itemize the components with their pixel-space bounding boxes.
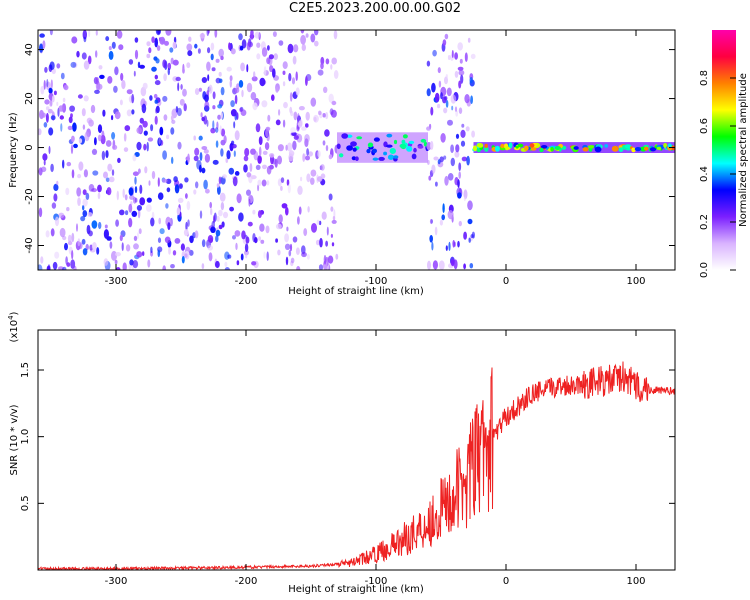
heatmap-ytick-label: 20 [24,92,35,105]
heatmap-ytick-label: 0 [24,144,35,150]
snr-xtick-label: -100 [365,576,388,587]
heatmap-xlabel: Height of straight line (km) [288,286,424,297]
heatmap-region-4 [472,142,675,153]
snr-frame [37,329,676,571]
heatmap-xtick-label: -200 [235,276,258,287]
snr-xtick-label: 0 [503,576,509,587]
snr-axes: -300 -200 -100 0 100 0.5 1.0 1.5 [20,330,675,587]
colorbar-tick-label: 0.4 [699,166,710,182]
heatmap-marks [38,30,675,270]
figure-title: C2E5.2023.200.00.00.G02 [288,1,462,16]
snr-xtick-label: -300 [105,576,128,587]
heatmap-ytick-label: 40 [24,43,35,56]
snr-xlabel: Height of straight line (km) [288,584,424,595]
snr-xtick-label: -200 [235,576,258,587]
heatmap-region-3 [426,33,476,270]
heatmap-ytick-label: -40 [24,237,35,253]
heatmap-region-0 [38,30,248,270]
heatmap-xtick-label: -100 [365,276,388,287]
colorbar-tick-label: 0.0 [699,262,710,278]
colorbar-label: Normalized spectral amplitude [738,73,749,227]
colorbar [712,30,736,270]
snr-series-line [38,361,675,570]
colorbar-tick-label: 0.6 [699,118,710,134]
heatmap-region-2 [336,132,429,163]
heatmap-xtick-label: 0 [503,276,509,287]
heatmap-xtick-label: 100 [626,276,645,287]
heatmap-region-1 [243,30,339,270]
heatmap-ylabel: Frequency (Hz) [8,112,19,188]
heatmap-xtick-label: -300 [105,276,128,287]
colorbar-axes: 0.0 0.2 0.4 0.6 0.8 [699,70,736,278]
colorbar-tick-label: 0.8 [699,70,710,86]
snr-ytick-label: 1.5 [20,362,31,378]
snr-ytick-label: 1.0 [20,429,31,445]
snr-ylabel: SNR (10 * v/v) [9,404,20,475]
colorbar-tick-label: 0.2 [699,214,710,230]
snr-xtick-label: 100 [626,576,645,587]
heatmap-frame [37,29,676,271]
heatmap-ytick-label: -20 [24,188,35,204]
snr-ytick-label: 0.5 [20,495,31,511]
snr-scale-label: (x104) [7,311,20,342]
